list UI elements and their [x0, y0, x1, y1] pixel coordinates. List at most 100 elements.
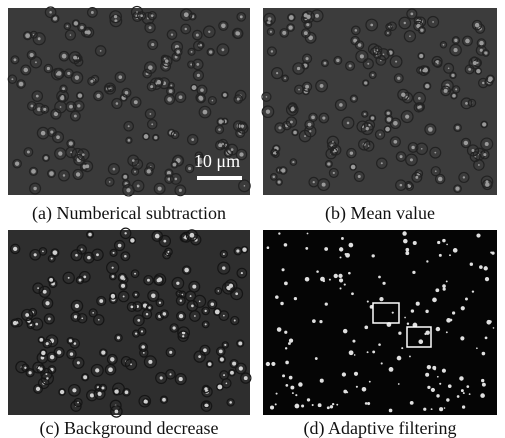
cell-dot — [182, 335, 184, 337]
cell-dot — [197, 74, 200, 77]
cell-dot — [456, 126, 460, 130]
cell-dot — [463, 392, 465, 394]
cell-dot — [309, 130, 311, 132]
cell-dot — [292, 392, 294, 394]
cell-dot — [323, 280, 325, 282]
cell-dot — [144, 400, 148, 404]
cell-dot — [141, 345, 145, 349]
cell-dot — [25, 313, 29, 317]
cell-dot — [378, 276, 381, 279]
cell-dot — [484, 51, 487, 54]
cell-dot — [454, 48, 458, 52]
cell-dot — [159, 302, 161, 304]
cell-dot — [311, 115, 315, 119]
figure: 10 μm (a) Numberical subtraction (b) Mea… — [0, 0, 505, 438]
cell-dot — [358, 175, 361, 178]
cell-dot — [339, 247, 343, 251]
cell-dot — [13, 321, 17, 325]
cell-dot — [393, 140, 397, 144]
cell-dot — [485, 337, 488, 340]
cell-dot — [74, 315, 77, 318]
cell-dot — [96, 253, 99, 256]
cell-dot — [188, 167, 191, 170]
cell-dot — [128, 125, 130, 127]
cell-dot — [155, 234, 160, 239]
cell-dot — [221, 24, 226, 29]
cell-dot — [137, 185, 140, 188]
cell-dot — [320, 84, 324, 88]
cell-dot — [31, 105, 34, 108]
cell-dot — [292, 161, 294, 163]
cell-dot — [205, 323, 207, 325]
cell-dot — [222, 266, 225, 269]
cell-dot — [385, 127, 390, 132]
cell-dot — [297, 67, 300, 70]
cell-dot — [170, 84, 172, 86]
cell-dot — [173, 326, 176, 329]
cell-dot — [301, 404, 304, 407]
cell-dot — [425, 373, 429, 377]
cell-dot — [39, 367, 42, 370]
cell-dot — [358, 43, 362, 47]
cell-dot — [405, 115, 409, 119]
cell-dot — [367, 300, 369, 302]
cell-dot — [419, 105, 422, 108]
cell-dot — [99, 299, 103, 303]
cell-dot — [316, 270, 319, 273]
cell-dot — [339, 103, 343, 107]
cell-dot — [491, 252, 494, 255]
cell-dot — [367, 351, 369, 353]
cell-dot — [237, 98, 240, 101]
cell-dot — [344, 284, 346, 286]
cell-dot — [387, 32, 389, 34]
cell-dot — [319, 320, 322, 323]
cell-dot — [482, 122, 486, 126]
cell-dot — [62, 87, 65, 90]
cell-dot — [457, 395, 460, 398]
cell-dot — [114, 389, 118, 393]
cell-dot — [350, 151, 353, 154]
cell-dot — [35, 323, 38, 326]
cell-dot — [330, 405, 333, 408]
cell-dot — [79, 279, 82, 282]
cell-dot — [360, 54, 364, 58]
cell-dot — [149, 26, 152, 29]
cell-dot — [45, 301, 49, 305]
cell-dot — [493, 327, 495, 329]
cell-dot — [478, 164, 480, 166]
cell-dot — [278, 181, 281, 184]
cell-dot — [31, 169, 36, 174]
cell-dot — [151, 294, 155, 298]
cell-dot — [354, 372, 358, 376]
cell-dot — [387, 117, 392, 122]
cell-dot — [479, 265, 483, 269]
cell-dot — [206, 404, 208, 406]
cell-dot — [356, 386, 358, 388]
cell-dot — [175, 178, 178, 181]
cell-dot — [345, 253, 350, 258]
cell-dot — [218, 290, 220, 292]
cell-dot — [128, 139, 131, 142]
cell-dot — [378, 343, 381, 346]
cell-dot — [397, 77, 400, 80]
cell-dot — [223, 374, 225, 376]
cell-dot — [438, 177, 442, 181]
cell-dot — [442, 369, 446, 373]
cell-dot — [349, 350, 354, 355]
cell-dot — [367, 402, 370, 405]
cell-dot — [473, 61, 477, 65]
cell-dot — [381, 362, 383, 364]
cell-dot — [340, 287, 342, 289]
cell-dot — [70, 352, 73, 355]
cell-dot — [427, 386, 430, 389]
cell-dot — [147, 169, 151, 173]
cell-dot — [364, 325, 368, 329]
cell-dot — [409, 356, 411, 358]
cell-dot — [167, 251, 169, 253]
cell-dot — [37, 287, 39, 289]
cell-dot — [468, 68, 471, 71]
cell-dot — [486, 320, 491, 325]
cell-dot — [117, 336, 120, 339]
cell-dot — [427, 365, 431, 369]
cell-dot — [36, 387, 40, 391]
